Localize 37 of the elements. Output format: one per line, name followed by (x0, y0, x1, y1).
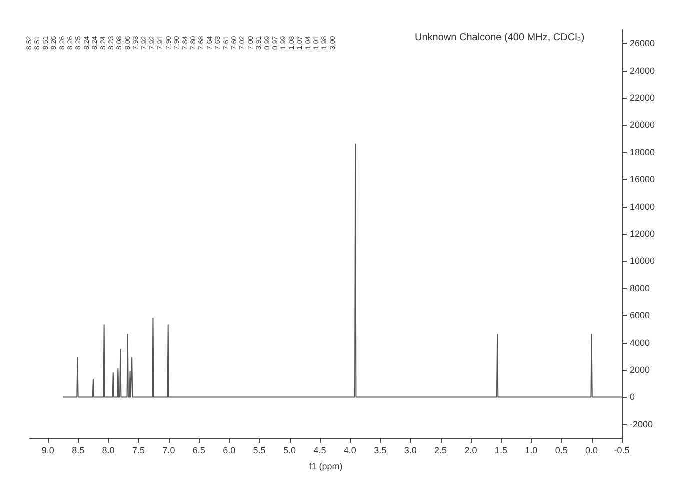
x-tick-label: 7.5 (132, 446, 145, 456)
x-tick-label: 9.0 (42, 446, 54, 456)
y-tick-label: 24000 (630, 66, 656, 76)
y-tick-label: 16000 (630, 174, 656, 185)
x-tick-label: 8.5 (72, 446, 85, 456)
x-tick-label: 5.5 (253, 446, 266, 456)
x-tick-label: 2.5 (434, 446, 448, 456)
y-tick-label: 12000 (630, 229, 656, 239)
y-tick-label: 10000 (630, 256, 656, 266)
x-tick-label: 6.5 (192, 446, 206, 456)
y-tick-label: 20000 (630, 120, 656, 130)
y-tick-label: 26000 (630, 38, 656, 49)
y-tick-label: 22000 (630, 93, 656, 103)
y-tick-label: 4000 (630, 338, 650, 348)
x-tick-label: 3.0 (404, 446, 417, 456)
x-axis-title: f1 (ppm) (309, 462, 343, 472)
x-tick-label: 0.0 (586, 446, 598, 456)
x-tick-label: 1.5 (494, 446, 508, 456)
y-tick-label: 0 (630, 392, 636, 402)
x-tick-label: 7.0 (162, 446, 176, 456)
y-tick-label: -2000 (630, 419, 654, 430)
x-tick-label: 3.5 (374, 446, 387, 456)
x-tick-label: 4.0 (344, 446, 356, 456)
x-tick-label: -0.5 (614, 446, 630, 456)
y-tick-label: 18000 (630, 147, 656, 158)
x-tick-label: 8.0 (102, 446, 115, 456)
x-tick-label: 5.0 (283, 446, 296, 456)
y-tick-label: 2000 (630, 365, 650, 375)
x-tick-label: 4.5 (314, 446, 326, 456)
x-tick-label: 0.5 (555, 446, 568, 456)
y-tick-label: 6000 (630, 310, 650, 321)
x-tick-label: 6.0 (223, 446, 236, 456)
y-tick-label: 14000 (630, 202, 656, 212)
chart-title: Unknown Chalcone (400 MHz, CDCl₃) (415, 32, 585, 44)
y-tick-label: 8000 (630, 283, 650, 294)
x-tick-label: 1.0 (525, 446, 538, 456)
x-tick-label: 2.0 (464, 446, 478, 456)
